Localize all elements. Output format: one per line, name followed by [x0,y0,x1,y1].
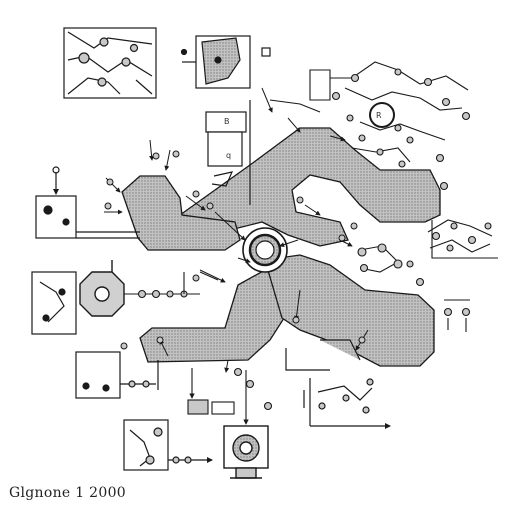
top-left-inset [63,27,157,99]
inset-q-label: q [226,151,231,160]
right-edge-nodes [443,299,471,332]
main-pipe-network [121,127,441,367]
motor-icon [223,425,269,479]
lower-left-panel [75,351,159,399]
left-connector-chain [124,271,219,299]
central-hub-icon [242,227,288,273]
network-nodes [104,150,366,350]
circuit-icon: R [269,61,471,191]
left-lower-module [31,271,77,335]
figure-caption: Glgnone 1 2000 [9,485,127,501]
hub-label: R [376,111,382,120]
right-node-cluster [357,243,425,287]
bottom-right-graph [285,339,391,429]
right-circuit [427,219,498,259]
bottom-left-panel [123,419,213,471]
gear-octagon-icon [79,260,125,317]
top-center-inset [180,35,271,89]
lower-center-devices [187,367,273,425]
inset-b-label: B [224,117,230,126]
left-upper-module [35,166,140,239]
top-machine-box: B q [205,100,251,205]
